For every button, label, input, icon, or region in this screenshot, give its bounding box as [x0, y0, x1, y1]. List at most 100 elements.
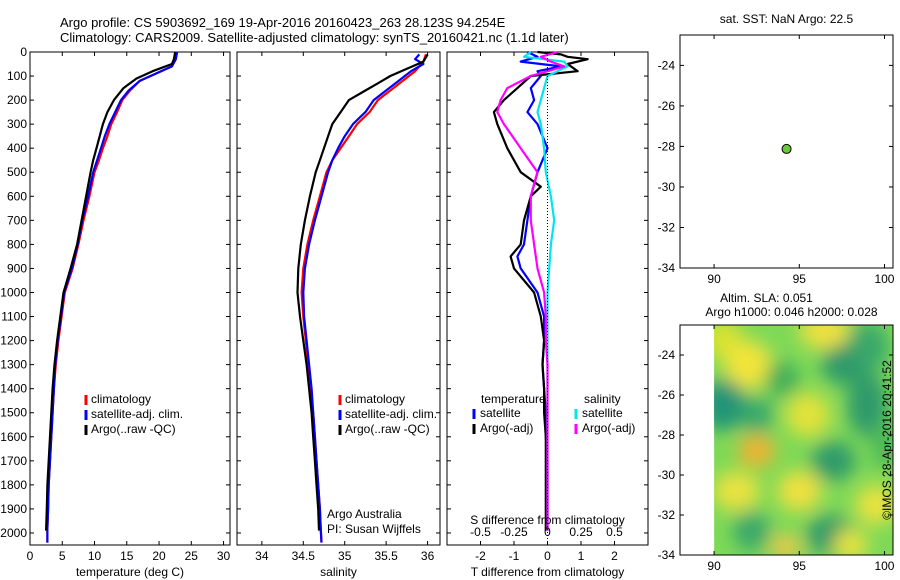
x-tick-label: 30 — [217, 549, 231, 563]
sla-heatmap — [714, 325, 894, 555]
heatmap-cell — [855, 485, 894, 525]
x-tick-label: 0 — [544, 549, 551, 563]
series-line — [492, 50, 589, 531]
y-tick-label: 600 — [7, 189, 27, 203]
x-tick-label: 2 — [611, 549, 618, 563]
y-tick-label: 1600 — [0, 430, 27, 444]
sla-title-line2: Argo h1000: 0.046 h2000: 0.028 — [705, 305, 877, 319]
heatmap-cell — [777, 471, 822, 511]
x-tick-label: 0 — [27, 549, 34, 563]
y-tick-label: -34 — [658, 548, 676, 562]
heatmap-field — [714, 325, 894, 555]
x-tick-label: 95 — [793, 272, 807, 286]
series-line — [496, 50, 566, 531]
y-tick-label: -28 — [658, 428, 676, 442]
y-tick-label: -26 — [658, 99, 676, 113]
x-tick-label: -1 — [509, 549, 520, 563]
y-tick-label: -28 — [658, 139, 676, 153]
heatmap-cell — [770, 535, 801, 555]
x-tick-label: 34.5 — [292, 549, 316, 563]
legend-label: Argo(..raw -QC) — [345, 422, 430, 436]
y-tick-label: 2000 — [0, 526, 27, 540]
heatmap-cell — [737, 435, 776, 467]
x-tick-label: 35 — [338, 549, 352, 563]
x-tick-label: 95 — [793, 559, 807, 573]
y-tick-label: 1100 — [1, 310, 27, 324]
x-tick-label: 10 — [88, 549, 102, 563]
series-line — [516, 51, 563, 531]
x-tick-label: -2 — [475, 549, 486, 563]
pi-label: PI: Susan Wijffels — [327, 522, 421, 536]
heatmap-cell — [714, 379, 747, 431]
legend-label: Argo(-adj) — [582, 421, 635, 435]
series-line — [300, 54, 427, 543]
x-tick-label: 1 — [578, 549, 585, 563]
series-line — [46, 51, 179, 543]
y-tick-label: 200 — [7, 93, 27, 107]
argo-australia-label: Argo Australia — [327, 507, 402, 521]
x-tick-label: 100 — [874, 559, 894, 573]
x2-tick-label: -0.25 — [500, 525, 528, 539]
y-tick-label: -30 — [658, 180, 676, 194]
x2-tick-label: 0.25 — [569, 525, 593, 539]
x-axis-label: salinity — [320, 565, 357, 579]
y-tick-label: 1500 — [0, 406, 27, 420]
legend-label: climatology — [91, 392, 151, 406]
heatmap-cell — [821, 345, 863, 385]
series-line — [45, 51, 177, 531]
y-tick-label: 700 — [7, 213, 27, 227]
y-tick-label: 100 — [7, 69, 27, 83]
y-tick-label: 1400 — [0, 382, 27, 396]
heatmap-cell — [846, 373, 888, 437]
sst-title: sat. SST: NaN Argo: 22.5 — [720, 12, 854, 26]
x-tick-label: 15 — [120, 549, 134, 563]
legend-label: satellite — [480, 406, 521, 420]
x-axis-label: temperature (deg C) — [76, 565, 184, 579]
y-tick-label: 500 — [7, 165, 27, 179]
x2-tick-label: -0.5 — [470, 525, 491, 539]
heatmap-cell — [785, 393, 830, 437]
x-tick-label: 5 — [59, 549, 66, 563]
y-tick-label: -24 — [658, 348, 676, 362]
imos-stamp: ©IMOS 28-Apr-2016 20:41:52 — [880, 360, 894, 520]
y-tick-label: -32 — [658, 220, 676, 234]
y-tick-label: 1900 — [0, 502, 27, 516]
heatmap-cell — [765, 361, 800, 397]
y-tick-label: 1700 — [0, 454, 27, 468]
heatmap-cell — [799, 325, 851, 349]
legend-label: Argo(..raw -QC) — [91, 422, 176, 436]
x-tick-label: 100 — [874, 272, 894, 286]
panel-1-frame — [236, 51, 441, 546]
legend-label: satellite-adj. clim. — [345, 407, 437, 421]
heatmap-cell — [811, 441, 856, 481]
y-tick-label: -26 — [658, 388, 676, 402]
y-tick-label: -24 — [658, 58, 676, 72]
x2-tick-label: 0.5 — [606, 525, 623, 539]
legend-temperature-header: temperature — [481, 392, 546, 406]
y-tick-label: 0 — [20, 45, 27, 59]
heatmap-cell — [833, 529, 868, 555]
panel-0-frame — [29, 51, 231, 546]
x-tick-label: 25 — [185, 549, 199, 563]
sla-map-frame — [679, 324, 894, 556]
x-tick-label: 36 — [421, 549, 435, 563]
x-tick-label: 90 — [707, 272, 721, 286]
heatmap-cell — [714, 471, 761, 511]
heatmap-cell — [724, 341, 773, 389]
sst-map-frame — [679, 34, 894, 269]
y-tick-label: -34 — [658, 261, 676, 275]
heatmap-cell — [732, 511, 771, 551]
legend-salinity-header: salinity — [584, 392, 621, 406]
argo-location-marker — [781, 143, 792, 154]
legend-label: satellite-adj. clim. — [91, 407, 183, 421]
y-tick-label: 400 — [7, 141, 27, 155]
series-line — [302, 53, 425, 543]
y-tick-label: -30 — [658, 468, 676, 482]
x-tick-label: 35.5 — [374, 549, 398, 563]
y-tick-label: 800 — [7, 237, 27, 251]
x-tick-label: 90 — [707, 559, 721, 573]
legend-label: climatology — [345, 392, 405, 406]
legend-label: satellite — [582, 406, 623, 420]
heatmap-cell — [739, 397, 774, 433]
